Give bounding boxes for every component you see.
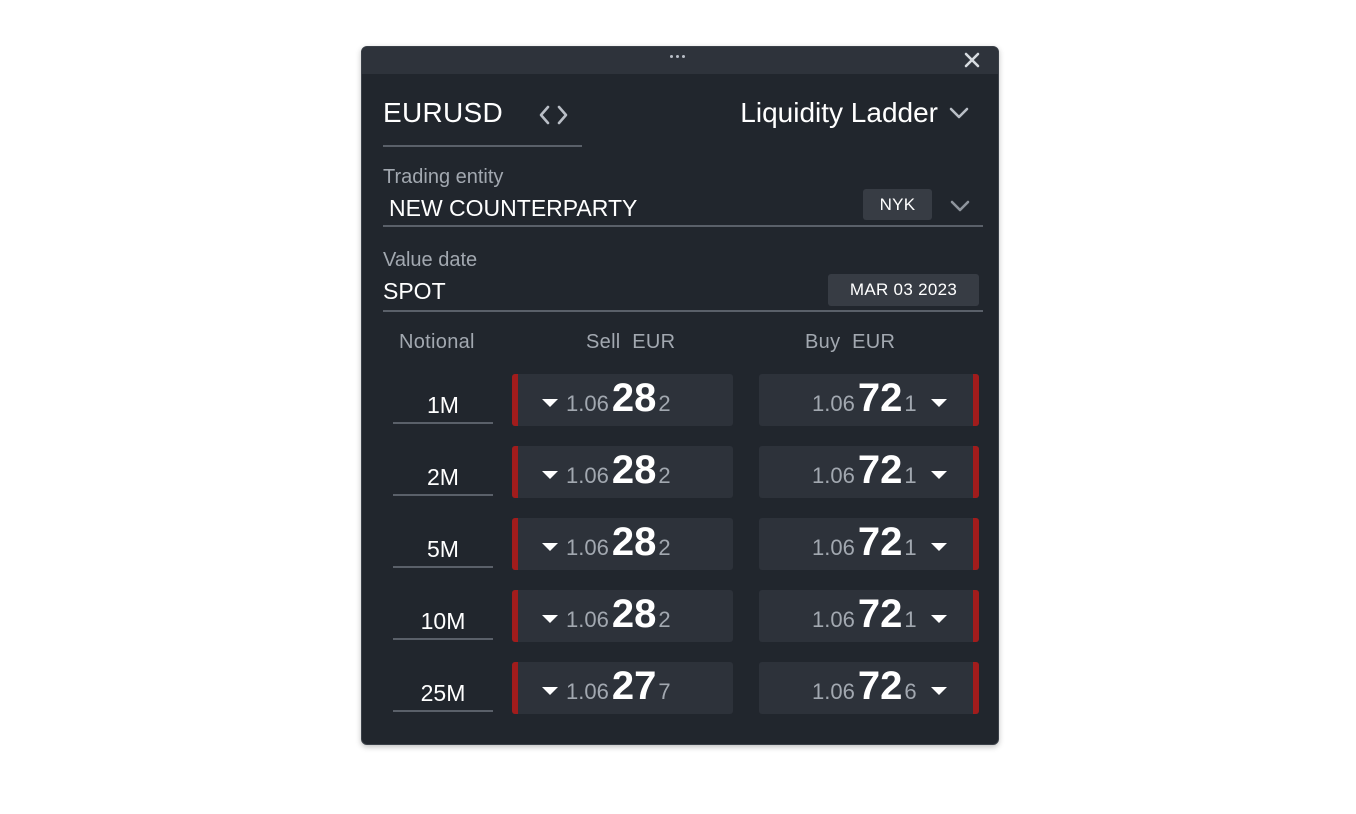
view-label: Liquidity Ladder [740, 97, 938, 128]
price-quote: 1.06 28 2 [566, 374, 671, 426]
ellipsis-icon[interactable] [670, 55, 685, 58]
price-quote: 1.06 72 6 [812, 662, 917, 714]
location-badge: NYK [863, 189, 932, 220]
price-big-figure: 1.06 [812, 679, 855, 704]
buy-price-tile[interactable]: 1.06 72 1 [759, 374, 979, 426]
price-big-figure: 1.06 [812, 607, 855, 632]
buy-price-tile[interactable]: 1.06 72 6 [759, 662, 979, 714]
price-big-figure: 1.06 [566, 535, 609, 560]
price-quote: 1.06 72 1 [812, 590, 917, 642]
price-fractional-pip: 7 [658, 679, 671, 704]
close-icon[interactable] [962, 50, 982, 70]
column-header-buy: Buy EUR [805, 331, 896, 353]
tick-down-icon [931, 467, 947, 479]
sell-price-tile[interactable]: 1.06 27 7 [512, 662, 733, 714]
price-fractional-pip: 2 [658, 391, 671, 416]
price-pips: 72 [857, 592, 903, 636]
price-quote: 1.06 72 1 [812, 446, 917, 498]
price-big-figure: 1.06 [812, 463, 855, 488]
tick-down-icon [542, 611, 558, 623]
chevron-down-icon [948, 106, 970, 120]
notional-input[interactable]: 1M [393, 372, 493, 424]
price-pips: 28 [611, 376, 657, 420]
tick-indicator [512, 374, 518, 426]
value-date-tenor[interactable]: SPOT [383, 278, 446, 304]
price-fractional-pip: 2 [658, 535, 671, 560]
tick-indicator [512, 590, 518, 642]
value-date-label: Value date [383, 249, 478, 271]
price-fractional-pip: 1 [904, 607, 917, 632]
price-big-figure: 1.06 [566, 679, 609, 704]
column-header-notional: Notional [399, 331, 475, 353]
price-quote: 1.06 28 2 [566, 518, 671, 570]
price-big-figure: 1.06 [812, 535, 855, 560]
notional-input[interactable]: 10M [393, 588, 493, 640]
price-big-figure: 1.06 [566, 607, 609, 632]
tick-down-icon [542, 467, 558, 479]
tick-down-icon [931, 395, 947, 407]
buy-price-tile[interactable]: 1.06 72 1 [759, 590, 979, 642]
value-date-badge[interactable]: MAR 03 2023 [828, 274, 979, 306]
price-pips: 72 [857, 664, 903, 708]
price-fractional-pip: 1 [904, 535, 917, 560]
notional-input[interactable]: 5M [393, 516, 493, 568]
buy-price-tile[interactable]: 1.06 72 1 [759, 446, 979, 498]
tick-indicator [512, 446, 518, 498]
price-pips: 28 [611, 592, 657, 636]
notional-input[interactable]: 2M [393, 444, 493, 496]
price-pips: 72 [857, 520, 903, 564]
divider [383, 310, 983, 312]
column-header-sell: Sell EUR [586, 331, 676, 353]
sell-price-tile[interactable]: 1.06 28 2 [512, 374, 733, 426]
divider [383, 225, 983, 227]
liquidity-ladder-panel: EURUSD Liquidity Ladder Trading entity N… [361, 46, 999, 745]
tick-down-icon [931, 611, 947, 623]
sell-price-tile[interactable]: 1.06 28 2 [512, 590, 733, 642]
buy-price-tile[interactable]: 1.06 72 1 [759, 518, 979, 570]
price-fractional-pip: 1 [904, 463, 917, 488]
tick-down-icon [931, 539, 947, 551]
tick-indicator [973, 446, 979, 498]
tick-indicator [973, 662, 979, 714]
currency-pair-selector[interactable]: EURUSD [383, 93, 582, 147]
trading-entity-value[interactable]: NEW COUNTERPARTY [389, 195, 638, 221]
chevron-down-icon[interactable] [949, 199, 971, 213]
title-bar[interactable] [362, 47, 998, 74]
tick-down-icon [542, 539, 558, 551]
price-quote: 1.06 27 7 [566, 662, 671, 714]
price-pips: 27 [611, 664, 657, 708]
price-fractional-pip: 6 [904, 679, 917, 704]
sell-price-tile[interactable]: 1.06 28 2 [512, 518, 733, 570]
tick-down-icon [542, 683, 558, 695]
price-big-figure: 1.06 [566, 391, 609, 416]
tick-indicator [512, 662, 518, 714]
trading-entity-label: Trading entity [383, 166, 504, 188]
tick-down-icon [542, 395, 558, 407]
currency-pair: EURUSD [383, 97, 504, 128]
price-big-figure: 1.06 [812, 391, 855, 416]
tick-down-icon [931, 683, 947, 695]
tick-indicator [973, 518, 979, 570]
price-fractional-pip: 2 [658, 463, 671, 488]
price-quote: 1.06 72 1 [812, 374, 917, 426]
price-quote: 1.06 28 2 [566, 446, 671, 498]
price-pips: 28 [611, 448, 657, 492]
price-pips: 72 [857, 376, 903, 420]
tick-indicator [973, 374, 979, 426]
notional-input[interactable]: 25M [393, 660, 493, 712]
swap-icon[interactable] [538, 103, 570, 127]
sell-price-tile[interactable]: 1.06 28 2 [512, 446, 733, 498]
view-selector[interactable]: Liquidity Ladder [740, 97, 970, 129]
price-quote: 1.06 28 2 [566, 590, 671, 642]
tick-indicator [512, 518, 518, 570]
price-quote: 1.06 72 1 [812, 518, 917, 570]
price-fractional-pip: 2 [658, 607, 671, 632]
price-pips: 72 [857, 448, 903, 492]
tick-indicator [973, 590, 979, 642]
price-fractional-pip: 1 [904, 391, 917, 416]
price-big-figure: 1.06 [566, 463, 609, 488]
price-pips: 28 [611, 520, 657, 564]
